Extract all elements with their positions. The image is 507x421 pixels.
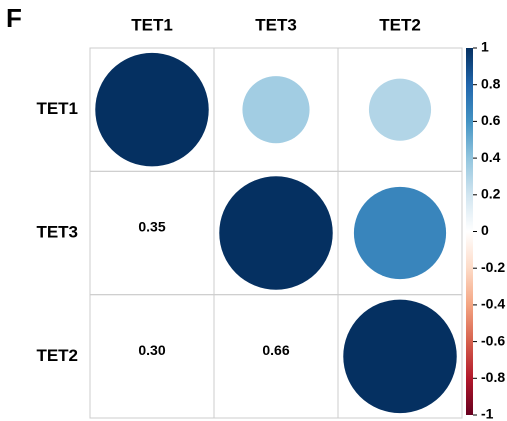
correlation-circle [343,299,457,414]
colorbar-tick-label: 0.2 [481,186,501,202]
colorbar-tick-label: 0 [481,222,489,238]
row-label: TET3 [36,222,78,241]
cell [337,294,463,419]
colorbar-tick-label: 1 [481,39,489,55]
column-label: TET2 [379,15,421,34]
row-label: TET2 [36,346,78,365]
colorbar-tick-label: -0.2 [481,259,505,275]
panel-label: F [6,3,22,33]
value-label: 0.66 [262,342,289,358]
colorbar-tick-label: -0.4 [481,296,505,312]
correlation-circle [242,76,310,144]
row-label: TET1 [36,99,78,118]
colorbar-tick-label: 0.4 [481,149,501,165]
colorbar-tick-label: 0.8 [481,75,501,91]
colorbar-tick-label: -0.8 [481,369,505,385]
value-label: 0.30 [138,342,165,358]
column-label: TET1 [131,15,173,34]
correlation-circle [353,186,447,280]
colorbar-tick-label: -0.6 [481,332,505,348]
correlation-circle [219,176,333,290]
colorbar-tick-label: -1 [481,406,494,421]
column-label: TET3 [255,15,297,34]
correlation-circle [95,52,209,167]
colorbar [466,48,473,415]
value-label: 0.35 [138,219,165,235]
colorbar-tick-label: 0.6 [481,112,501,128]
correlation-circle [368,78,432,141]
